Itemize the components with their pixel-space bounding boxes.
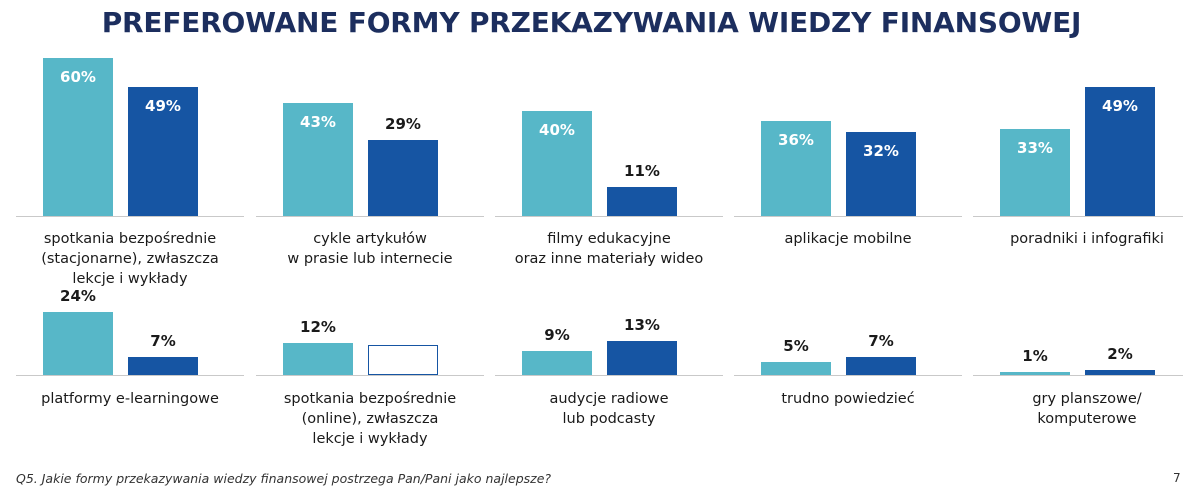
category-label: spotkania bezpośrednie (stacjonarne), zw… <box>41 231 219 287</box>
data-label: 5% <box>783 336 809 355</box>
panel-baseline <box>734 216 962 217</box>
data-label: 60% <box>60 68 96 87</box>
data-label: 1% <box>1022 347 1048 366</box>
bar-series-b <box>607 340 677 375</box>
panel-baseline <box>256 216 484 217</box>
panel-baseline <box>973 375 1183 376</box>
data-label: 12% <box>300 318 336 337</box>
bar-series-a <box>283 102 353 216</box>
data-label: 11% <box>624 162 660 181</box>
bar-series-a <box>43 311 113 375</box>
category-label: poradniki i infografiki <box>1010 231 1164 247</box>
data-label: 13% <box>624 315 660 334</box>
bar-series-b <box>368 345 438 375</box>
category-label: platformy e-learningowe <box>41 391 219 407</box>
category-label: aplikacje mobilne <box>784 231 912 247</box>
bar-series-a <box>43 58 113 216</box>
page-number: 7 <box>1173 471 1181 485</box>
category-label: spotkania bezpośrednie (online), zwłaszc… <box>283 391 457 447</box>
data-label: 9% <box>544 326 570 345</box>
data-label: 32% <box>863 141 899 160</box>
panel-baseline <box>16 216 244 217</box>
bar-series-b <box>1085 369 1155 375</box>
category-label: trudno powiedzieć <box>781 391 915 407</box>
bar-series-b <box>607 187 677 216</box>
panel-baseline <box>495 216 723 217</box>
data-label: 2% <box>1107 344 1133 363</box>
data-label: 43% <box>300 112 336 131</box>
panel-baseline <box>973 216 1183 217</box>
data-label: 7% <box>868 331 894 350</box>
bar-series-a <box>1000 129 1070 216</box>
panel-baseline <box>734 375 962 376</box>
bar-series-b <box>846 131 916 216</box>
panel-baseline <box>495 375 723 376</box>
bar-series-a <box>1000 372 1070 375</box>
category-label: audycje radiowe lub podcasty <box>549 391 669 427</box>
panel-baseline <box>16 375 244 376</box>
data-label: 7% <box>150 331 176 350</box>
data-label: 24% <box>60 286 96 305</box>
category-label: gry planszowe/ komputerowe <box>1032 391 1142 427</box>
category-label: filmy edukacyjne oraz inne materiały wid… <box>514 231 704 267</box>
bar-series-b <box>368 139 438 216</box>
bar-series-b <box>128 356 198 375</box>
bar-series-a <box>283 343 353 375</box>
bar-series-a <box>522 351 592 375</box>
chart-title: PREFEROWANE FORMY PRZEKAZYWANIA WIEDZY F… <box>101 6 1082 39</box>
data-label: 33% <box>1017 139 1053 158</box>
data-label: 40% <box>539 120 575 139</box>
bar-series-b <box>846 356 916 375</box>
bar-series-a <box>761 121 831 216</box>
panel-baseline <box>256 375 484 376</box>
question-footnote: Q5. Jakie formy przekazywania wiedzy fin… <box>16 471 552 486</box>
bar-series-b <box>1085 87 1155 216</box>
bar-series-b <box>128 87 198 216</box>
data-label: 29% <box>385 114 421 133</box>
data-label: 49% <box>145 97 181 116</box>
data-label: 36% <box>778 131 814 150</box>
data-label: 49% <box>1102 97 1138 116</box>
bar-series-a <box>522 110 592 216</box>
category-label: cykle artykułów w prasie lub internecie <box>287 231 453 267</box>
bar-series-a <box>761 361 831 375</box>
